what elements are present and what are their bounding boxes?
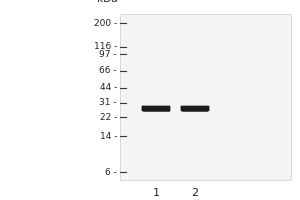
FancyBboxPatch shape xyxy=(142,109,170,110)
FancyBboxPatch shape xyxy=(182,109,208,110)
FancyBboxPatch shape xyxy=(142,109,170,110)
Text: kDa: kDa xyxy=(97,0,117,4)
FancyBboxPatch shape xyxy=(142,106,170,111)
FancyBboxPatch shape xyxy=(142,110,170,111)
Text: 200 -: 200 - xyxy=(94,19,117,28)
FancyBboxPatch shape xyxy=(182,109,208,110)
FancyBboxPatch shape xyxy=(142,109,170,110)
FancyBboxPatch shape xyxy=(182,109,208,110)
FancyBboxPatch shape xyxy=(142,110,170,111)
FancyBboxPatch shape xyxy=(182,109,208,110)
FancyBboxPatch shape xyxy=(142,109,170,110)
Text: 44 -: 44 - xyxy=(100,83,117,92)
FancyBboxPatch shape xyxy=(142,110,170,111)
FancyBboxPatch shape xyxy=(182,110,208,111)
FancyBboxPatch shape xyxy=(182,111,208,112)
FancyBboxPatch shape xyxy=(182,110,208,111)
FancyBboxPatch shape xyxy=(142,110,170,111)
Text: 22 -: 22 - xyxy=(100,113,117,122)
Text: 97 -: 97 - xyxy=(99,50,117,59)
FancyBboxPatch shape xyxy=(142,110,170,111)
FancyBboxPatch shape xyxy=(182,109,208,110)
Text: 66 -: 66 - xyxy=(99,66,117,75)
FancyBboxPatch shape xyxy=(182,110,208,111)
FancyBboxPatch shape xyxy=(142,111,170,112)
Text: 1: 1 xyxy=(152,188,160,198)
FancyBboxPatch shape xyxy=(182,110,208,111)
Text: 116 -: 116 - xyxy=(94,42,117,51)
FancyBboxPatch shape xyxy=(181,106,209,111)
FancyBboxPatch shape xyxy=(182,110,208,111)
Text: 14 -: 14 - xyxy=(100,132,117,141)
FancyBboxPatch shape xyxy=(182,110,208,111)
FancyBboxPatch shape xyxy=(142,110,170,111)
FancyBboxPatch shape xyxy=(142,111,170,112)
Text: 2: 2 xyxy=(191,188,199,198)
FancyBboxPatch shape xyxy=(120,14,291,180)
Text: 31 -: 31 - xyxy=(99,98,117,107)
FancyBboxPatch shape xyxy=(182,111,208,112)
Text: 6 -: 6 - xyxy=(105,168,117,177)
FancyBboxPatch shape xyxy=(142,109,170,110)
FancyBboxPatch shape xyxy=(142,109,170,110)
FancyBboxPatch shape xyxy=(182,109,208,110)
